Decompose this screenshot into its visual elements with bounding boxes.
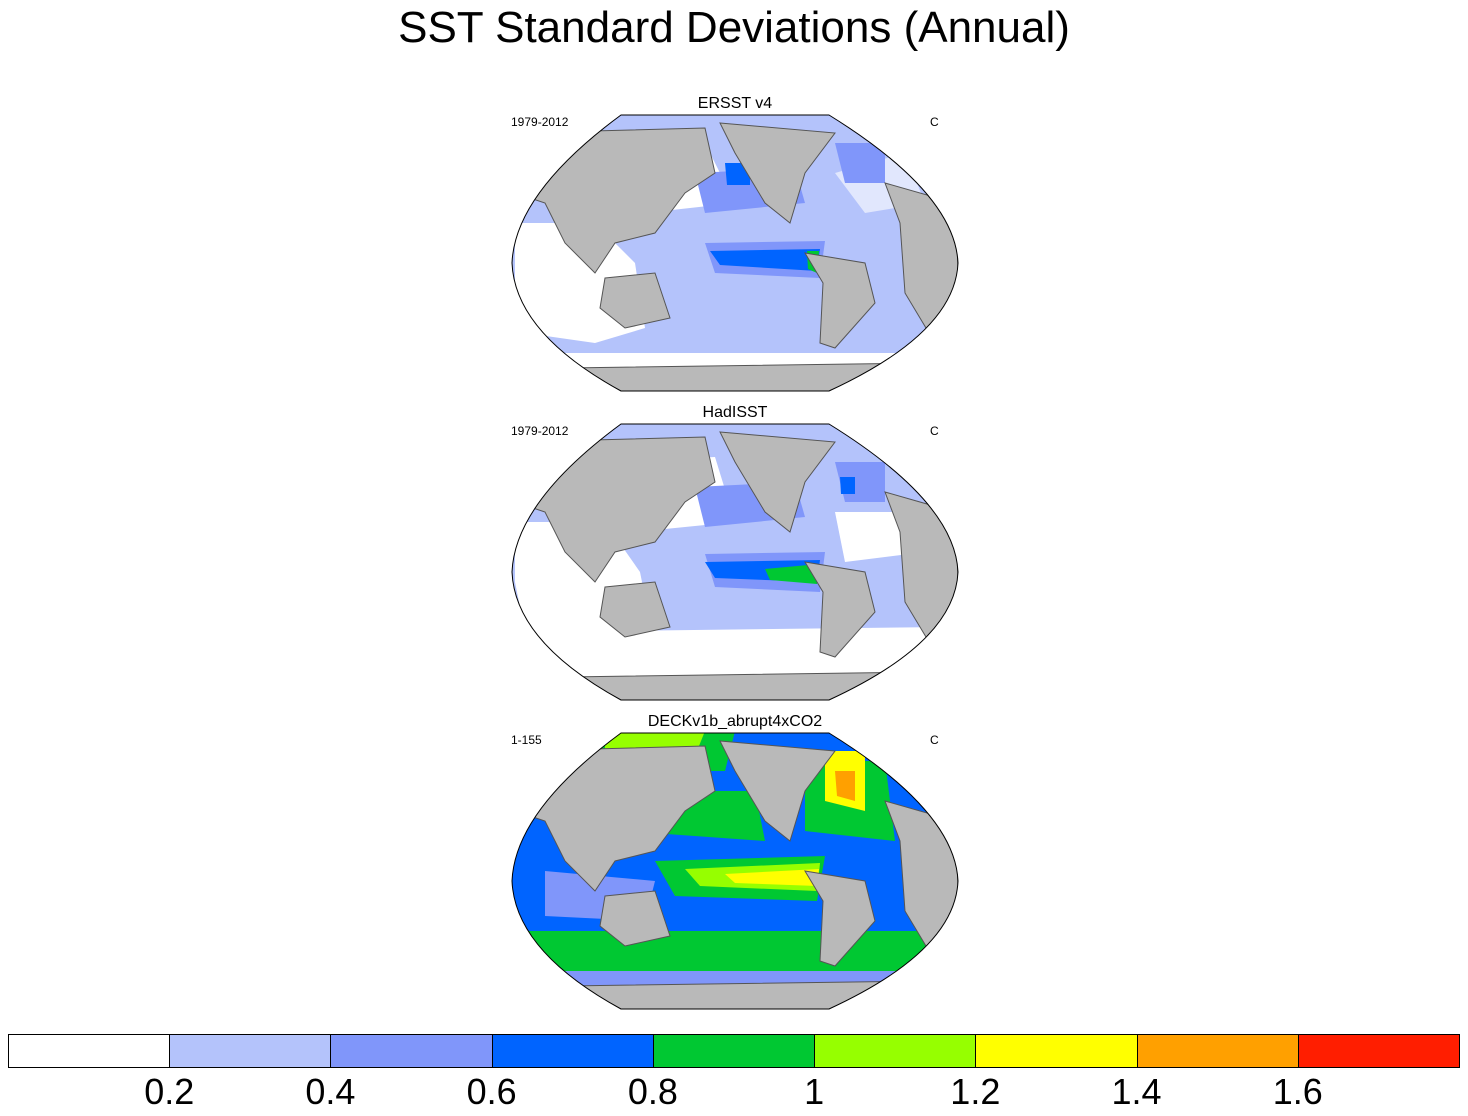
panel-units-label: C — [930, 115, 939, 129]
panel-title: ERSST v4 — [697, 95, 773, 112]
colorbar-tick-label: 0.2 — [144, 1071, 195, 1112]
colorbar-box — [8, 1034, 171, 1068]
colorbar-box — [330, 1034, 493, 1068]
colorbar-tick-label: 1.4 — [1111, 1071, 1162, 1112]
colorbar-tick-label: 0.4 — [305, 1071, 356, 1112]
panel-period-label: 1979-2012 — [511, 115, 569, 129]
panel-period-label: 1979-2012 — [511, 424, 569, 438]
colorbar-tick-label: 0.8 — [627, 1071, 678, 1112]
colorbar-tick-label: 0.6 — [466, 1071, 517, 1112]
colorbar-tick-label: 1.6 — [1272, 1071, 1323, 1112]
colorbar-tick-label: 1.2 — [950, 1071, 1001, 1112]
panel-units-label: C — [930, 733, 939, 747]
panel-title: HadISST — [702, 404, 768, 421]
colorbar-box — [975, 1034, 1138, 1068]
panel-units-label: C — [930, 424, 939, 438]
map-abrupt4xco2 — [511, 732, 959, 1010]
colorbar-box — [814, 1034, 977, 1068]
colorbar-box — [652, 1034, 816, 1068]
colorbar-tick-label: 1 — [804, 1071, 825, 1112]
colorbar-box — [1297, 1034, 1460, 1068]
panel-period-label: 1-155 — [511, 733, 542, 747]
map-panel-abrupt4xco2: DECKv1b_abrupt4xCO2 1-155 C — [505, 713, 965, 1013]
map-ersst — [511, 114, 959, 392]
page-title: SST Standard Deviations (Annual) — [398, 3, 1070, 52]
colorbar — [8, 1034, 1460, 1068]
panel-title: DECKv1b_abrupt4xCO2 — [647, 713, 823, 730]
map-hadisst — [511, 423, 959, 701]
colorbar-box — [491, 1034, 654, 1068]
colorbar-box — [169, 1034, 332, 1068]
colorbar-box — [1136, 1034, 1299, 1068]
map-panel-hadisst: HadISST 1979-2012 C — [505, 404, 965, 704]
map-panel-ersst: ERSST v4 1979-2012 C — [505, 95, 965, 395]
